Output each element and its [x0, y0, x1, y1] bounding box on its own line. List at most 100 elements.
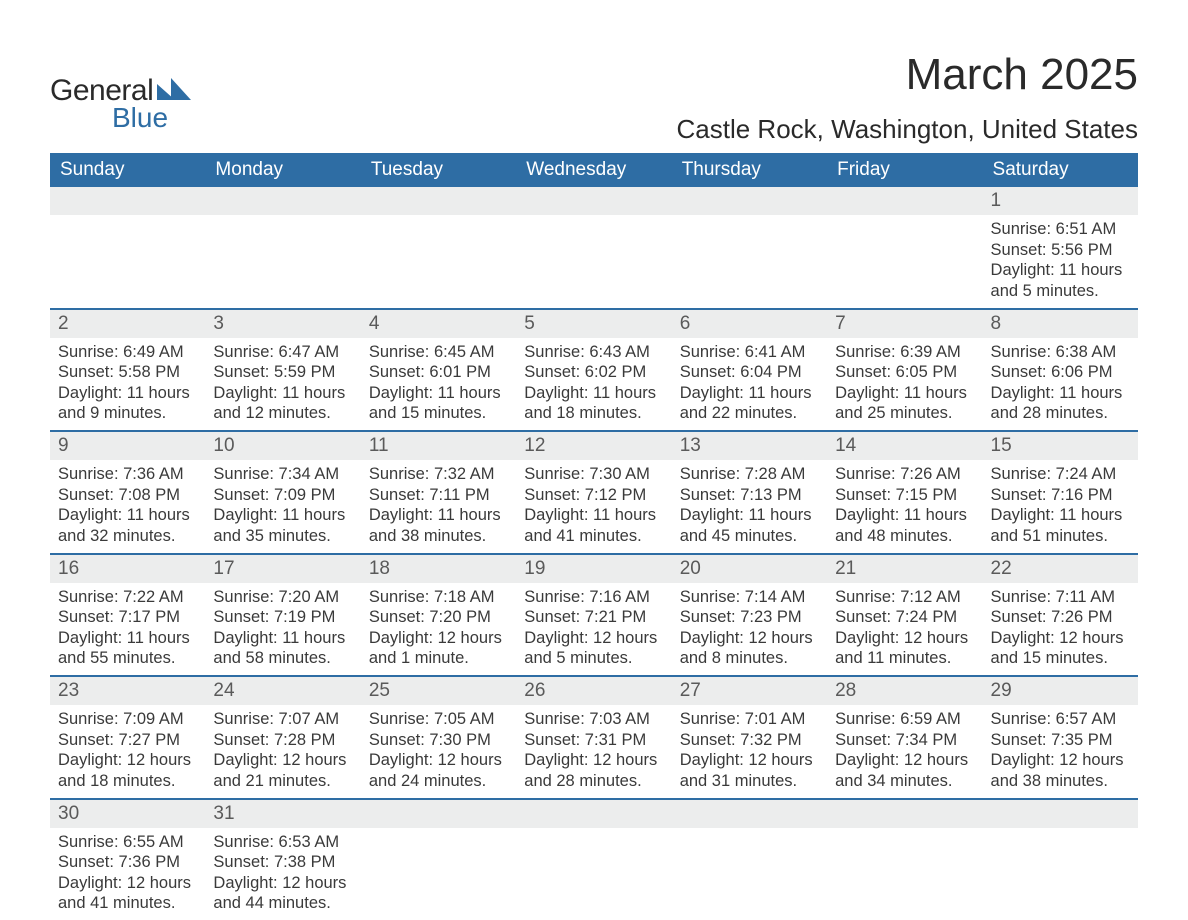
day-daylight2: and 5 minutes.	[524, 648, 663, 669]
day-number: 12	[516, 432, 671, 460]
day-sunset: Sunset: 7:30 PM	[369, 730, 508, 751]
day-number: 23	[50, 677, 205, 705]
day-data	[827, 215, 982, 295]
day-sunrise: Sunrise: 6:55 AM	[58, 832, 197, 853]
brand-logo: General Blue	[50, 74, 191, 134]
day-sunrise: Sunrise: 7:01 AM	[680, 709, 819, 730]
day-sunrise: Sunrise: 7:32 AM	[369, 464, 508, 485]
calendar-day-cell: 15Sunrise: 7:24 AMSunset: 7:16 PMDayligh…	[983, 431, 1138, 554]
day-number: 4	[361, 310, 516, 338]
calendar-day-cell: 25Sunrise: 7:05 AMSunset: 7:30 PMDayligh…	[361, 676, 516, 799]
day-data	[50, 215, 205, 295]
day-data: Sunrise: 7:16 AMSunset: 7:21 PMDaylight:…	[516, 583, 671, 676]
weekday-header: Tuesday	[361, 153, 516, 187]
day-daylight2: and 1 minute.	[369, 648, 508, 669]
day-sunrise: Sunrise: 7:11 AM	[991, 587, 1130, 608]
day-data	[672, 215, 827, 295]
day-sunset: Sunset: 5:59 PM	[213, 362, 352, 383]
day-daylight1: Daylight: 11 hours	[835, 383, 974, 404]
day-data: Sunrise: 7:28 AMSunset: 7:13 PMDaylight:…	[672, 460, 827, 553]
day-sunset: Sunset: 7:23 PM	[680, 607, 819, 628]
day-sunrise: Sunrise: 7:20 AM	[213, 587, 352, 608]
day-data: Sunrise: 7:18 AMSunset: 7:20 PMDaylight:…	[361, 583, 516, 676]
day-sunset: Sunset: 6:02 PM	[524, 362, 663, 383]
day-sunrise: Sunrise: 6:47 AM	[213, 342, 352, 363]
day-number	[361, 187, 516, 215]
day-data: Sunrise: 7:01 AMSunset: 7:32 PMDaylight:…	[672, 705, 827, 798]
day-daylight2: and 15 minutes.	[369, 403, 508, 424]
day-number: 31	[205, 800, 360, 828]
day-sunrise: Sunrise: 7:12 AM	[835, 587, 974, 608]
day-sunset: Sunset: 7:26 PM	[991, 607, 1130, 628]
day-sunrise: Sunrise: 7:03 AM	[524, 709, 663, 730]
day-number: 17	[205, 555, 360, 583]
day-daylight1: Daylight: 11 hours	[524, 505, 663, 526]
calendar-day-cell	[361, 799, 516, 920]
calendar-day-cell	[516, 799, 671, 920]
day-daylight1: Daylight: 11 hours	[524, 383, 663, 404]
calendar-day-cell: 10Sunrise: 7:34 AMSunset: 7:09 PMDayligh…	[205, 431, 360, 554]
brand-word2: Blue	[112, 102, 191, 134]
day-sunrise: Sunrise: 6:39 AM	[835, 342, 974, 363]
day-data: Sunrise: 7:36 AMSunset: 7:08 PMDaylight:…	[50, 460, 205, 553]
calendar-day-cell: 12Sunrise: 7:30 AMSunset: 7:12 PMDayligh…	[516, 431, 671, 554]
day-sunset: Sunset: 6:01 PM	[369, 362, 508, 383]
day-number	[827, 800, 982, 828]
day-data: Sunrise: 7:24 AMSunset: 7:16 PMDaylight:…	[983, 460, 1138, 553]
day-sunrise: Sunrise: 7:36 AM	[58, 464, 197, 485]
day-daylight2: and 58 minutes.	[213, 648, 352, 669]
day-number: 18	[361, 555, 516, 583]
calendar-day-cell: 8Sunrise: 6:38 AMSunset: 6:06 PMDaylight…	[983, 309, 1138, 432]
day-number: 15	[983, 432, 1138, 460]
day-sunrise: Sunrise: 7:22 AM	[58, 587, 197, 608]
day-daylight1: Daylight: 11 hours	[991, 383, 1130, 404]
day-data: Sunrise: 6:47 AMSunset: 5:59 PMDaylight:…	[205, 338, 360, 431]
day-sunset: Sunset: 7:16 PM	[991, 485, 1130, 506]
day-daylight2: and 18 minutes.	[58, 771, 197, 792]
day-sunset: Sunset: 5:58 PM	[58, 362, 197, 383]
day-number	[827, 187, 982, 215]
day-data: Sunrise: 7:34 AMSunset: 7:09 PMDaylight:…	[205, 460, 360, 553]
day-daylight1: Daylight: 11 hours	[680, 505, 819, 526]
day-daylight2: and 28 minutes.	[991, 403, 1130, 424]
calendar-week-row: 16Sunrise: 7:22 AMSunset: 7:17 PMDayligh…	[50, 554, 1138, 677]
day-daylight1: Daylight: 11 hours	[680, 383, 819, 404]
day-number	[205, 187, 360, 215]
day-daylight1: Daylight: 12 hours	[680, 750, 819, 771]
calendar-week-row: 9Sunrise: 7:36 AMSunset: 7:08 PMDaylight…	[50, 431, 1138, 554]
day-sunrise: Sunrise: 7:18 AM	[369, 587, 508, 608]
day-number: 10	[205, 432, 360, 460]
calendar-day-cell	[983, 799, 1138, 920]
location-text: Castle Rock, Washington, United States	[677, 114, 1138, 145]
day-data: Sunrise: 6:49 AMSunset: 5:58 PMDaylight:…	[50, 338, 205, 431]
day-data: Sunrise: 7:12 AMSunset: 7:24 PMDaylight:…	[827, 583, 982, 676]
day-sunrise: Sunrise: 7:09 AM	[58, 709, 197, 730]
day-data: Sunrise: 6:55 AMSunset: 7:36 PMDaylight:…	[50, 828, 205, 920]
day-data	[516, 828, 671, 908]
day-daylight2: and 15 minutes.	[991, 648, 1130, 669]
calendar-day-cell: 16Sunrise: 7:22 AMSunset: 7:17 PMDayligh…	[50, 554, 205, 677]
day-data: Sunrise: 7:26 AMSunset: 7:15 PMDaylight:…	[827, 460, 982, 553]
day-sunrise: Sunrise: 6:49 AM	[58, 342, 197, 363]
day-sunset: Sunset: 7:08 PM	[58, 485, 197, 506]
day-number	[983, 800, 1138, 828]
day-data	[205, 215, 360, 295]
day-number: 14	[827, 432, 982, 460]
day-sunset: Sunset: 7:28 PM	[213, 730, 352, 751]
calendar-week-row: 2Sunrise: 6:49 AMSunset: 5:58 PMDaylight…	[50, 309, 1138, 432]
brand-shape-icon	[157, 78, 191, 100]
day-number	[516, 800, 671, 828]
calendar-day-cell: 17Sunrise: 7:20 AMSunset: 7:19 PMDayligh…	[205, 554, 360, 677]
day-sunrise: Sunrise: 7:26 AM	[835, 464, 974, 485]
day-sunset: Sunset: 7:38 PM	[213, 852, 352, 873]
calendar-day-cell	[827, 187, 982, 309]
day-sunrise: Sunrise: 7:14 AM	[680, 587, 819, 608]
calendar-day-cell: 28Sunrise: 6:59 AMSunset: 7:34 PMDayligh…	[827, 676, 982, 799]
day-daylight1: Daylight: 12 hours	[991, 628, 1130, 649]
day-sunset: Sunset: 6:05 PM	[835, 362, 974, 383]
calendar-day-cell	[50, 187, 205, 309]
calendar-table: Sunday Monday Tuesday Wednesday Thursday…	[50, 153, 1138, 920]
calendar-day-cell: 22Sunrise: 7:11 AMSunset: 7:26 PMDayligh…	[983, 554, 1138, 677]
day-daylight1: Daylight: 12 hours	[524, 628, 663, 649]
calendar-day-cell: 5Sunrise: 6:43 AMSunset: 6:02 PMDaylight…	[516, 309, 671, 432]
